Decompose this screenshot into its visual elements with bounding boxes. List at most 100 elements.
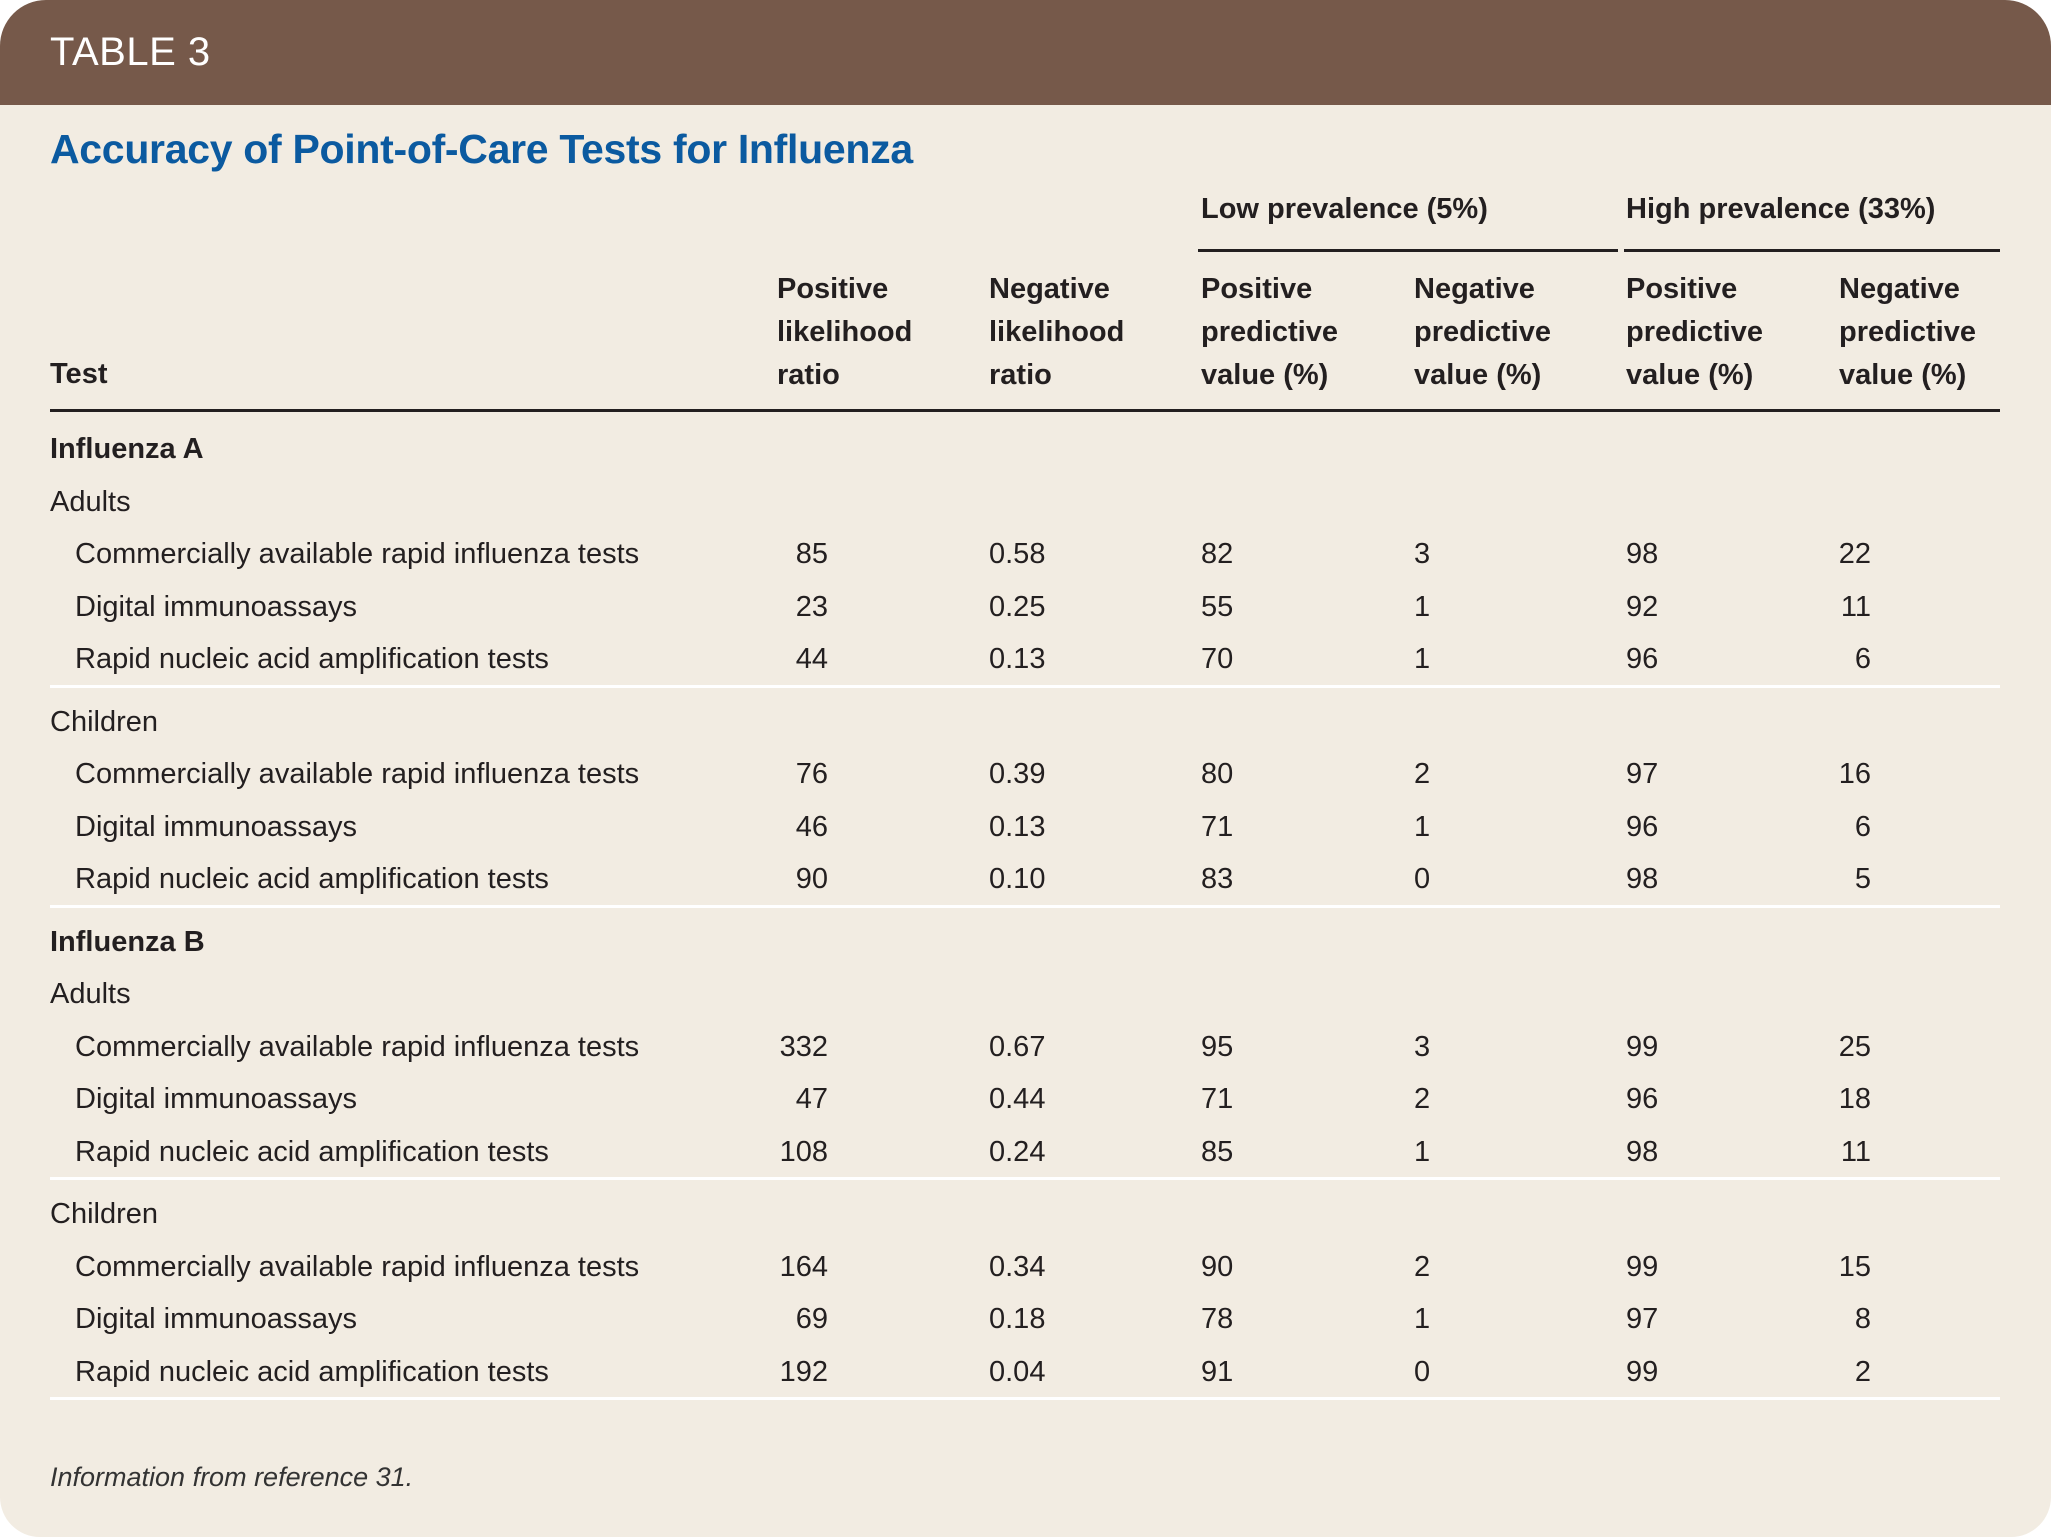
- table-cell: 0.39: [989, 758, 1046, 790]
- table-cell: 0.58: [989, 538, 1046, 570]
- table-cell: 0.13: [989, 643, 1046, 675]
- table-cell: 1: [1414, 1135, 1431, 1168]
- test-name: Commercially available rapid influenza t…: [75, 1250, 640, 1283]
- table-cell: 1: [1414, 810, 1431, 843]
- table-cell: 2: [1414, 1083, 1431, 1115]
- subgroup-heading: Children: [50, 705, 158, 738]
- table-banner: TABLE 3: [0, 0, 2051, 105]
- header-rule: [50, 409, 2000, 412]
- table-cell: 2: [1414, 1250, 1431, 1283]
- table-cell: 23: [795, 590, 828, 623]
- table-cell: 92: [1626, 590, 1659, 623]
- table-cell: 44: [795, 643, 828, 675]
- subgroup-heading: Children: [50, 1198, 158, 1230]
- test-name: Commercially available rapid influenza t…: [75, 758, 640, 790]
- table-cell: 0.67: [989, 1030, 1046, 1063]
- table-cell: 8: [1854, 1303, 1871, 1335]
- test-name: Commercially available rapid influenza t…: [75, 538, 640, 570]
- test-name: Rapid nucleic acid amplification tests: [75, 1135, 549, 1168]
- table-cell: 90: [1201, 1250, 1234, 1283]
- table-cell: 0: [1414, 863, 1431, 895]
- table-cell: 97: [1626, 1303, 1659, 1335]
- group-header-high-prevalence: High prevalence (33%): [1626, 193, 1936, 225]
- column-header-line: value (%): [1626, 359, 1754, 391]
- group-rule-high: [1624, 249, 2000, 252]
- table-cell: 5: [1854, 863, 1871, 895]
- table-cell: 0.04: [989, 1355, 1046, 1388]
- table-cell: 0.10: [989, 863, 1046, 895]
- group-rule-low: [1198, 249, 1618, 252]
- table-cell: 90: [795, 863, 828, 895]
- table-cell: 6: [1854, 643, 1871, 675]
- table-cell: 6: [1854, 810, 1871, 843]
- table-cell: 164: [779, 1250, 828, 1283]
- table-cell: 108: [779, 1135, 828, 1168]
- table-cell: 98: [1626, 1135, 1659, 1168]
- table-cell: 78: [1201, 1303, 1234, 1335]
- table-title: Accuracy of Point-of-Care Tests for Infl…: [50, 126, 913, 172]
- table-cell: 0: [1414, 1355, 1431, 1388]
- column-header: Positive likelihood ratio: [777, 268, 912, 397]
- table-cell: 0.34: [989, 1250, 1046, 1283]
- column-header-test: Test: [50, 358, 108, 390]
- table-cell: 332: [779, 1030, 828, 1063]
- table-cell: 47: [795, 1083, 828, 1115]
- table-cell: 97: [1626, 758, 1659, 790]
- test-name: Digital immunoassays: [75, 1083, 358, 1115]
- table-cell: 2: [1414, 758, 1431, 790]
- column-header-line: Positive: [1626, 273, 1738, 305]
- subgroup-heading: Adults: [50, 485, 131, 518]
- test-name: Rapid nucleic acid amplification tests: [75, 643, 549, 675]
- table-cell: 15: [1838, 1250, 1871, 1283]
- column-header-line: Negative: [989, 273, 1110, 305]
- column-header-line: ratio: [777, 359, 840, 391]
- table-cell: 1: [1414, 1303, 1431, 1335]
- row-divider: [50, 904, 2000, 908]
- table-cell: 0.24: [989, 1135, 1046, 1168]
- column-header-line: value (%): [1201, 359, 1329, 391]
- table-cell: 98: [1626, 538, 1659, 570]
- row-divider: [50, 1177, 2000, 1180]
- table-cell: 83: [1201, 863, 1234, 895]
- column-header: Positive predictive value (%): [1626, 268, 1763, 397]
- table-cell: 55: [1201, 590, 1234, 623]
- table-cell: 96: [1626, 1083, 1659, 1115]
- column-header-line: Negative: [1839, 273, 1960, 305]
- test-name: Digital immunoassays: [75, 1303, 358, 1335]
- table-cell: 99: [1626, 1030, 1659, 1063]
- column-header-line: ratio: [989, 359, 1052, 391]
- section-heading: Influenza B: [50, 925, 205, 958]
- column-header: Negative predictive value (%): [1839, 268, 1976, 397]
- column-header-line: Negative: [1414, 273, 1535, 305]
- table-cell: 1: [1414, 590, 1431, 623]
- table-cell: 0.44: [989, 1083, 1046, 1115]
- table-cell: 69: [795, 1303, 828, 1335]
- column-header-line: predictive: [1626, 316, 1763, 348]
- table-cell: 0.13: [989, 810, 1046, 843]
- table-cell: 85: [795, 538, 828, 570]
- table-cell: 99: [1626, 1355, 1659, 1388]
- column-header-line: value (%): [1414, 359, 1542, 391]
- column-header-line: likelihood: [989, 316, 1125, 348]
- column-header: Positive predictive value (%): [1201, 268, 1338, 397]
- table-cell: 16: [1838, 758, 1871, 790]
- table-cell: 76: [795, 758, 828, 790]
- table-cell: 25: [1838, 1030, 1871, 1063]
- row-divider: [50, 684, 2000, 688]
- table-cell: 192: [779, 1355, 828, 1388]
- row-divider: [50, 1397, 2000, 1400]
- table-cell: 96: [1626, 643, 1659, 675]
- table-cell: 22: [1838, 538, 1871, 570]
- test-name: Rapid nucleic acid amplification tests: [75, 863, 549, 895]
- table-cell: 70: [1201, 643, 1234, 675]
- column-header-line: value (%): [1839, 359, 1967, 391]
- table-cell: 11: [1840, 590, 1871, 623]
- table-cell: 95: [1201, 1030, 1234, 1063]
- column-header-line: predictive: [1414, 316, 1551, 348]
- table-cell: 98: [1626, 863, 1659, 895]
- table-cell: 71: [1201, 1083, 1234, 1115]
- column-header: Negative likelihood ratio: [989, 268, 1124, 397]
- table-cell: 0.25: [989, 590, 1046, 623]
- column-header-line: predictive: [1201, 316, 1338, 348]
